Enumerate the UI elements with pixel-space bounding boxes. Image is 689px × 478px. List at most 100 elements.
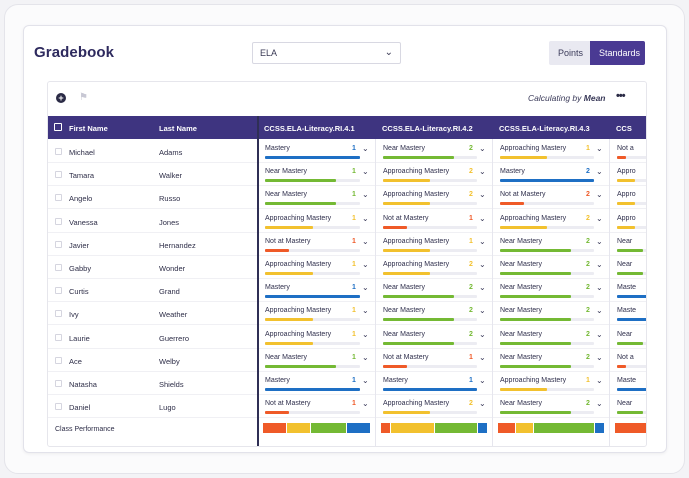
standard-score-cell[interactable]: Near Mastery 2 ⌄: [495, 395, 607, 418]
course-select[interactable]: ELA ⌄: [252, 42, 401, 64]
standard-score-cell[interactable]: Near Mastery 2 ⌄: [495, 349, 607, 372]
header-standard-4[interactable]: CCS: [616, 124, 632, 133]
standard-score-cell[interactable]: Appro: [612, 163, 646, 186]
standard-score-cell[interactable]: Maste: [612, 302, 646, 325]
chevron-down-icon[interactable]: ⌄: [479, 167, 486, 177]
standard-score-cell[interactable]: Near Mastery 2 ⌄: [495, 256, 607, 279]
standard-score-cell[interactable]: Near Mastery 2 ⌄: [495, 302, 607, 325]
standard-score-cell[interactable]: Near Mastery 1 ⌄: [260, 163, 373, 186]
first-name-cell[interactable]: Angelo: [69, 194, 93, 204]
add-icon[interactable]: +: [56, 93, 66, 103]
chevron-down-icon[interactable]: ⌄: [596, 213, 603, 223]
first-name-cell[interactable]: Michael: [69, 148, 95, 157]
header-first-name[interactable]: First Name: [69, 124, 108, 133]
standard-score-cell[interactable]: Approaching Mastery 1 ⌄: [260, 302, 373, 325]
last-name-cell[interactable]: Grand: [159, 287, 180, 297]
standard-score-cell[interactable]: Mastery 1 ⌄: [260, 372, 373, 395]
points-button[interactable]: Points: [549, 41, 590, 65]
standard-score-cell[interactable]: Near Mastery 1 ⌄: [260, 349, 373, 372]
standard-score-cell[interactable]: Not at Mastery 1 ⌄: [378, 349, 490, 372]
chevron-down-icon[interactable]: ⌄: [596, 236, 603, 246]
standard-score-cell[interactable]: Near Mastery 1 ⌄: [260, 186, 373, 209]
calculation-method[interactable]: Calculating by Mean: [528, 93, 606, 103]
header-standard-2[interactable]: CCSS.ELA-Literacy.RI.4.2: [382, 124, 473, 133]
row-checkbox[interactable]: [55, 148, 62, 155]
last-name-cell[interactable]: Shields: [159, 380, 184, 389]
more-options-icon[interactable]: •••: [616, 90, 626, 102]
last-name-cell[interactable]: Guerrero: [159, 333, 190, 343]
standard-score-cell[interactable]: Near Mastery 2 ⌄: [378, 326, 490, 349]
standard-score-cell[interactable]: Near Mastery 2 ⌄: [495, 279, 607, 302]
standard-score-cell[interactable]: Not at Mastery 1 ⌄: [260, 233, 373, 256]
last-name-cell[interactable]: Hernandez: [159, 240, 196, 250]
first-name-cell[interactable]: Gabby: [69, 264, 92, 273]
chevron-down-icon[interactable]: ⌄: [362, 144, 369, 153]
row-checkbox[interactable]: [55, 264, 62, 271]
standard-score-cell[interactable]: Approaching Mastery 1 ⌄: [378, 233, 490, 256]
last-name-cell[interactable]: Weather: [159, 310, 188, 320]
standard-score-cell[interactable]: Near: [612, 326, 646, 349]
standard-score-cell[interactable]: Not at Mastery 1 ⌄: [378, 210, 490, 233]
standard-score-cell[interactable]: Approaching Mastery 1 ⌄: [260, 326, 373, 349]
standard-score-cell[interactable]: Appro: [612, 210, 646, 233]
standard-score-cell[interactable]: Approaching Mastery 2 ⌄: [378, 395, 490, 418]
chevron-down-icon[interactable]: ⌄: [479, 236, 486, 246]
chevron-down-icon[interactable]: ⌄: [596, 144, 603, 153]
standard-score-cell[interactable]: Maste: [612, 372, 646, 395]
chevron-down-icon[interactable]: ⌄: [362, 190, 369, 200]
standard-score-cell[interactable]: Near: [612, 256, 646, 279]
last-name-cell[interactable]: Russo: [159, 194, 181, 204]
standard-score-cell[interactable]: Not at Mastery 1 ⌄: [260, 395, 373, 418]
row-checkbox[interactable]: [55, 217, 62, 225]
chevron-down-icon[interactable]: ⌄: [479, 329, 486, 339]
chevron-down-icon[interactable]: ⌄: [362, 236, 369, 246]
standard-score-cell[interactable]: Approaching Mastery 1 ⌄: [260, 210, 373, 233]
chevron-down-icon[interactable]: ⌄: [479, 283, 486, 293]
first-name-cell[interactable]: Ivy: [69, 310, 79, 320]
chevron-down-icon[interactable]: ⌄: [362, 213, 369, 223]
standard-score-cell[interactable]: Not at Mastery 2 ⌄: [495, 186, 607, 209]
chevron-down-icon[interactable]: ⌄: [596, 260, 603, 269]
flag-icon[interactable]: ⚑: [79, 92, 88, 103]
standard-score-cell[interactable]: Approaching Mastery 1 ⌄: [495, 140, 607, 163]
row-checkbox[interactable]: [55, 380, 62, 387]
first-name-cell[interactable]: Curtis: [69, 287, 89, 297]
chevron-down-icon[interactable]: ⌄: [596, 167, 603, 177]
last-name-cell[interactable]: Welby: [159, 356, 180, 366]
chevron-down-icon[interactable]: ⌄: [479, 376, 486, 385]
chevron-down-icon[interactable]: ⌄: [362, 399, 369, 409]
header-standard-1[interactable]: CCSS.ELA-Literacy.RI.4.1: [264, 124, 355, 133]
first-name-cell[interactable]: Vanessa: [69, 217, 98, 227]
standard-score-cell[interactable]: Approaching Mastery 1 ⌄: [260, 256, 373, 279]
standard-score-cell[interactable]: Near: [612, 395, 646, 418]
row-checkbox[interactable]: [55, 171, 62, 179]
first-name-cell[interactable]: Daniel: [69, 403, 91, 413]
chevron-down-icon[interactable]: ⌄: [479, 306, 486, 316]
standard-score-cell[interactable]: Maste: [612, 279, 646, 302]
standard-score-cell[interactable]: Mastery 1 ⌄: [260, 279, 373, 302]
standard-score-cell[interactable]: Appro: [612, 186, 646, 209]
standard-score-cell[interactable]: Approaching Mastery 2 ⌄: [495, 210, 607, 233]
last-name-cell[interactable]: Lugo: [159, 403, 176, 413]
chevron-down-icon[interactable]: ⌄: [362, 376, 369, 385]
standard-score-cell[interactable]: Near: [612, 233, 646, 256]
chevron-down-icon[interactable]: ⌄: [596, 306, 603, 316]
last-name-cell[interactable]: Jones: [159, 217, 180, 227]
select-all-checkbox[interactable]: [54, 123, 62, 131]
standard-score-cell[interactable]: Near Mastery 2 ⌄: [378, 279, 490, 302]
first-name-cell[interactable]: Laurie: [69, 333, 90, 343]
standard-score-cell[interactable]: Near Mastery 2 ⌄: [495, 326, 607, 349]
chevron-down-icon[interactable]: ⌄: [479, 190, 486, 200]
chevron-down-icon[interactable]: ⌄: [362, 260, 369, 269]
standard-score-cell[interactable]: Near Mastery 2 ⌄: [495, 233, 607, 256]
chevron-down-icon[interactable]: ⌄: [479, 352, 486, 362]
standard-score-cell[interactable]: Not a: [612, 140, 646, 163]
row-checkbox[interactable]: [55, 403, 62, 411]
chevron-down-icon[interactable]: ⌄: [479, 144, 486, 153]
standard-score-cell[interactable]: Mastery 1 ⌄: [260, 140, 373, 163]
chevron-down-icon[interactable]: ⌄: [362, 167, 369, 177]
standard-score-cell[interactable]: Approaching Mastery 1 ⌄: [495, 372, 607, 395]
row-checkbox[interactable]: [55, 356, 62, 364]
chevron-down-icon[interactable]: ⌄: [596, 399, 603, 409]
first-name-cell[interactable]: Natasha: [69, 380, 97, 389]
